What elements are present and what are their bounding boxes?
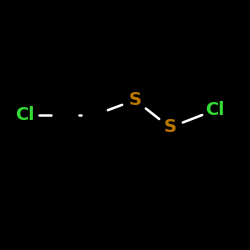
Text: Cl: Cl (15, 106, 35, 124)
Text: S: S (128, 91, 141, 109)
Text: Cl: Cl (205, 101, 225, 119)
Text: S: S (164, 118, 176, 136)
